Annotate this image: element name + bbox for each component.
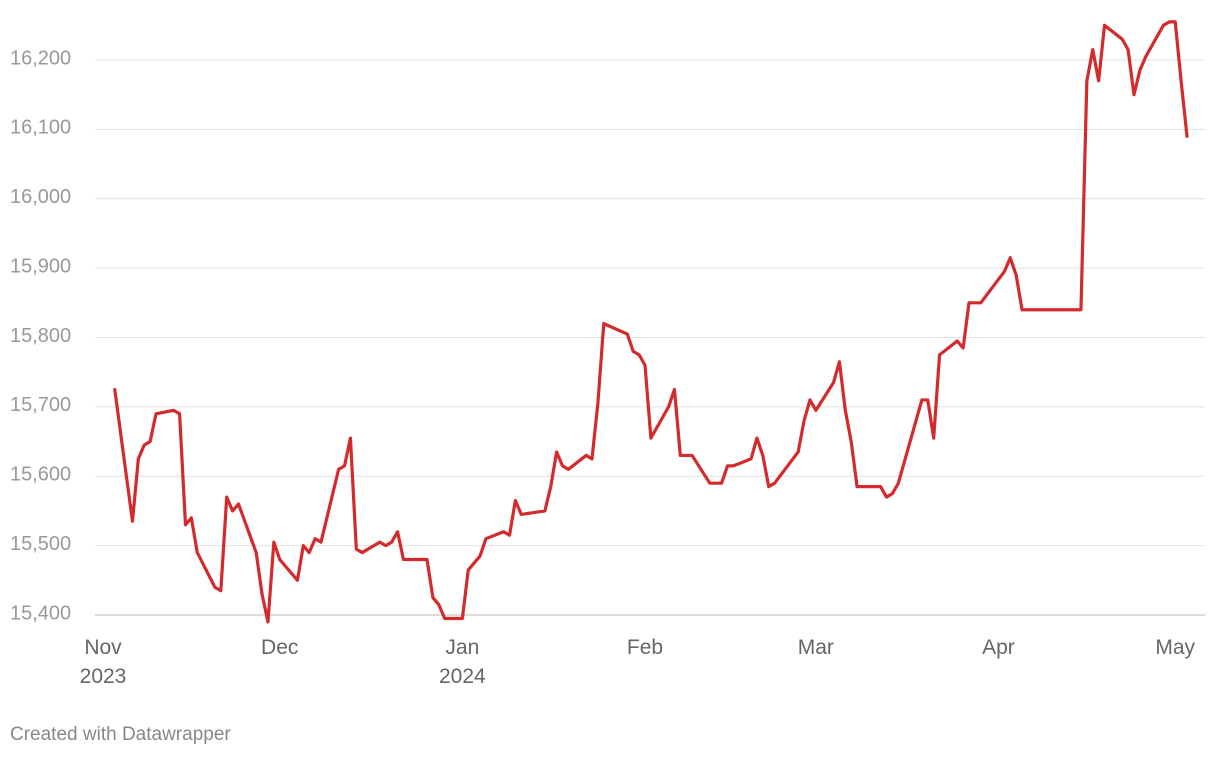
credit: Created with Datawrapper	[10, 724, 231, 745]
y-tick-label: 15,800	[10, 325, 71, 347]
x-tick-label: Jan 2024	[439, 636, 486, 688]
y-tick-label: 16,100	[10, 117, 71, 139]
x-tick-label: May	[1155, 636, 1196, 659]
y-tick-label: 16,000	[10, 186, 71, 208]
data-line	[113, 20, 1189, 624]
y-tick-label: 15,500	[10, 533, 71, 555]
x-tick-label: Feb	[626, 636, 664, 659]
y-tick-label: 15,600	[10, 464, 71, 486]
plot: 15,400 15,500 15,600 15,700 15,800 15,900 16,0…	[10, 20, 1205, 624]
y-tick-label: 15,400	[10, 602, 71, 624]
x-tick-label: Apr	[982, 636, 1015, 659]
x-tick-label: Dec	[261, 636, 299, 659]
y-tick-label: 15,700	[10, 394, 71, 416]
x-tick-label: Mar	[797, 636, 834, 659]
x-tick-label: Nov 2023	[79, 636, 127, 688]
y-tick-label: 15,900	[10, 255, 71, 277]
y-tick-label: 16,200	[10, 47, 71, 69]
